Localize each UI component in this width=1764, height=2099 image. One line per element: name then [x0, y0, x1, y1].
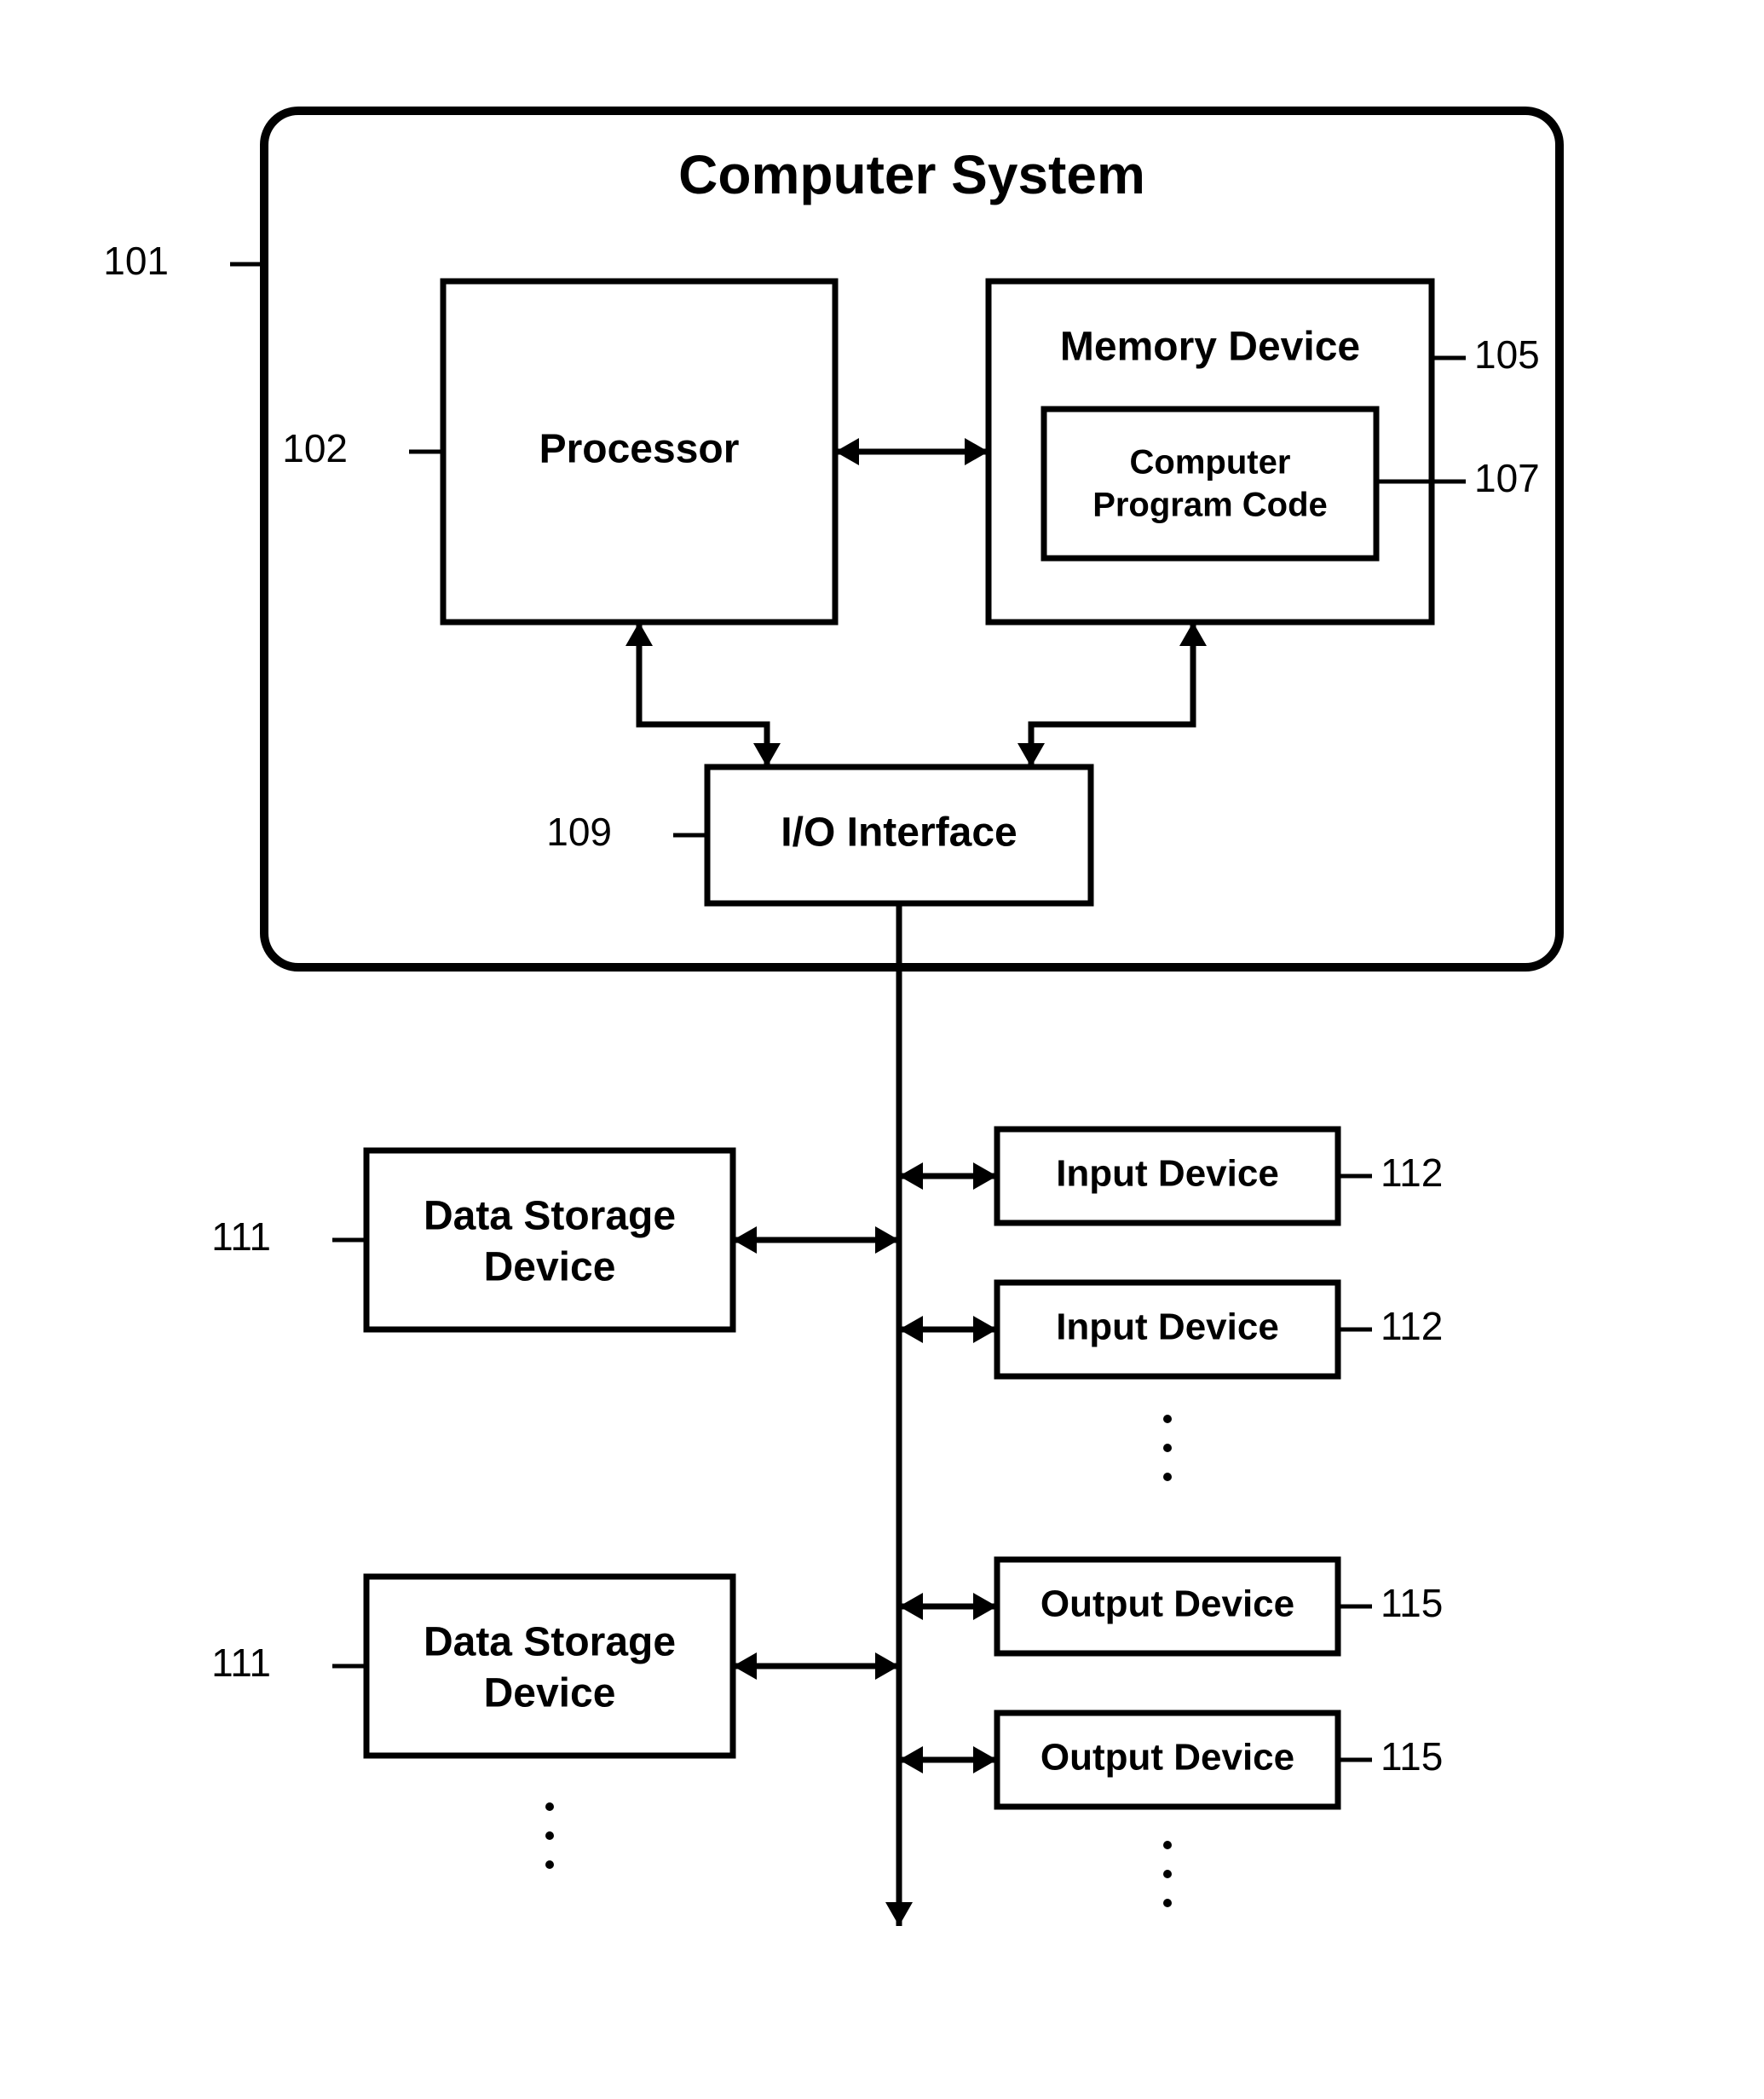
system-label: Computer System — [678, 144, 1145, 205]
ds1-label: Data Storage — [424, 1194, 676, 1239]
ellipsis-dot — [1163, 1415, 1172, 1423]
ref-number: 111 — [211, 1641, 271, 1685]
arrowhead — [899, 1746, 923, 1773]
io-label: I/O Interface — [781, 810, 1017, 856]
arrowhead — [885, 1902, 913, 1926]
arrowhead — [875, 1226, 899, 1254]
ref-number: 111 — [211, 1214, 271, 1259]
ds2-label: Data Storage — [424, 1620, 676, 1665]
out2-label: Output Device — [1041, 1737, 1294, 1779]
ref-number: 115 — [1381, 1581, 1443, 1625]
ellipsis-dot — [545, 1802, 554, 1811]
ref-number: 105 — [1474, 332, 1540, 377]
ellipsis-dot — [545, 1831, 554, 1840]
program-label: Computer — [1130, 444, 1291, 482]
ref-number: 101 — [103, 239, 169, 283]
arrowhead — [875, 1652, 899, 1680]
arrowhead — [899, 1593, 923, 1620]
arrowhead — [899, 1316, 923, 1343]
memory-label: Memory Device — [1060, 325, 1360, 370]
ds2-box — [366, 1577, 733, 1756]
arrowhead — [973, 1746, 997, 1773]
ref-number: 112 — [1381, 1304, 1443, 1348]
in1-label: Input Device — [1056, 1153, 1279, 1195]
arrowhead — [973, 1162, 997, 1190]
ref-number: 102 — [282, 426, 348, 470]
arrowhead — [733, 1226, 757, 1254]
ellipsis-dot — [545, 1860, 554, 1869]
ellipsis-dot — [1163, 1473, 1172, 1481]
ref-number: 112 — [1381, 1150, 1443, 1195]
processor-label: Processor — [539, 427, 740, 472]
ellipsis-dot — [1163, 1899, 1172, 1907]
program-label: Program Code — [1092, 487, 1328, 524]
ref-number: 107 — [1474, 456, 1540, 500]
ref-number: 109 — [546, 810, 612, 854]
arrowhead — [899, 1162, 923, 1190]
arrowhead — [733, 1652, 757, 1680]
ellipsis-dot — [1163, 1444, 1172, 1452]
in2-label: Input Device — [1056, 1306, 1279, 1348]
ref-number: 115 — [1381, 1734, 1443, 1779]
ellipsis-dot — [1163, 1870, 1172, 1878]
out1-label: Output Device — [1041, 1583, 1294, 1625]
ds1-label: Device — [484, 1245, 616, 1290]
arrowhead — [973, 1316, 997, 1343]
program-box — [1044, 409, 1376, 558]
arrowhead — [973, 1593, 997, 1620]
ds1-box — [366, 1150, 733, 1329]
ds2-label: Device — [484, 1671, 616, 1716]
ellipsis-dot — [1163, 1841, 1172, 1849]
